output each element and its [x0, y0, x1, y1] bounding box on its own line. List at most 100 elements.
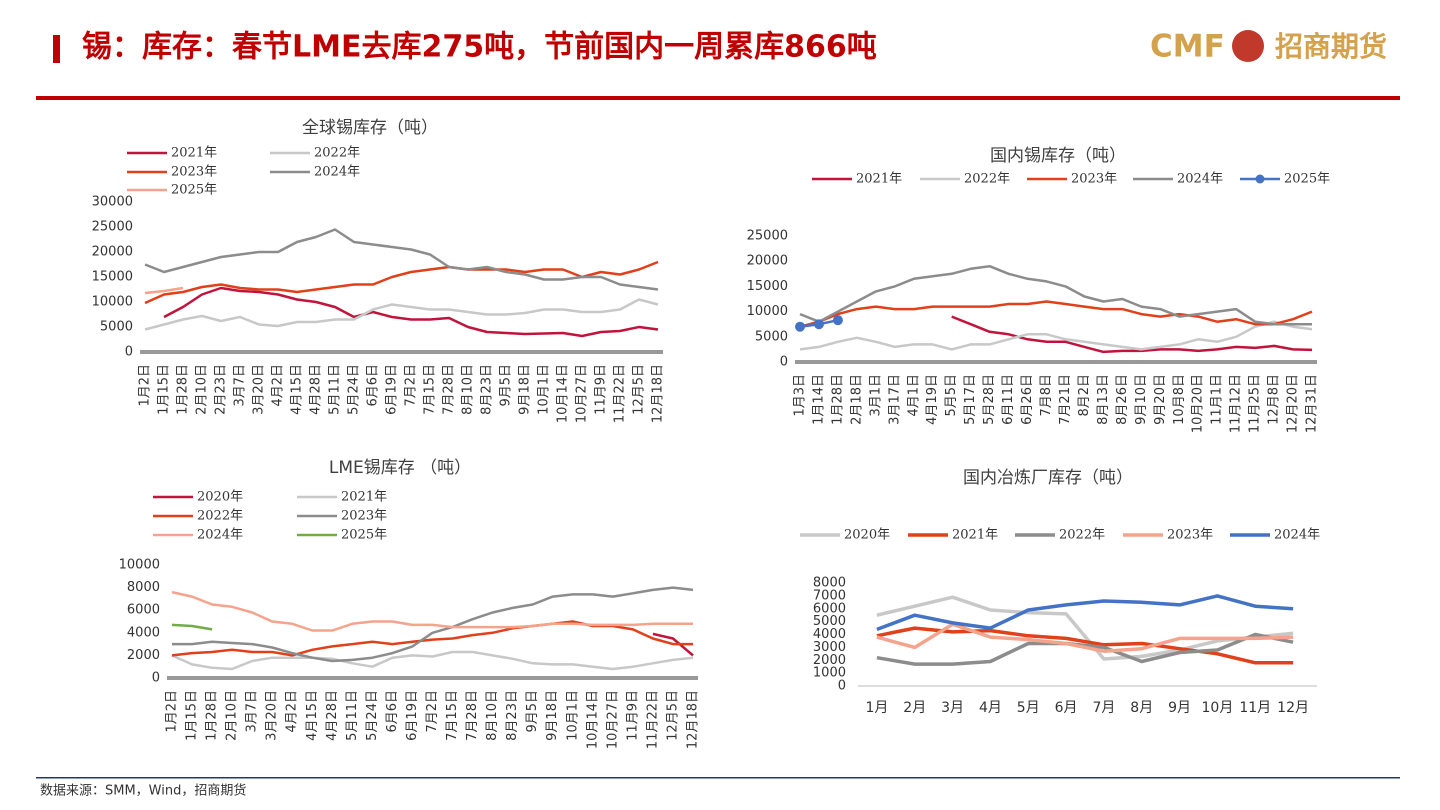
- chart-title: 全球锡库存（吨）: [302, 118, 438, 138]
- x-tick-label: 11月25日: [1248, 374, 1263, 433]
- y-tick-label: 15000: [92, 270, 133, 285]
- legend-label: 2021年: [952, 528, 998, 543]
- x-tick-label: 8月: [1130, 700, 1153, 716]
- x-tick-label: 7月2日: [425, 690, 440, 733]
- x-tick-label: 7月28日: [442, 364, 457, 415]
- x-tick-label: 12月5日: [665, 690, 680, 741]
- x-tick-label: 12月18日: [686, 690, 701, 749]
- y-tick-label: 3000: [813, 640, 846, 655]
- series-line: [163, 286, 659, 338]
- y-tick-label: 6000: [813, 601, 846, 616]
- series-line: [171, 590, 693, 632]
- x-tick-label: 1月3日: [793, 374, 808, 417]
- y-tick-label: 25000: [92, 220, 133, 235]
- series-line: [876, 595, 1294, 661]
- x-tick-label: 3月7日: [233, 364, 248, 407]
- x-tick-label: 4月: [979, 700, 1002, 716]
- x-tick-label: 5月17日: [963, 374, 978, 425]
- series-line: [144, 260, 659, 305]
- legend-label: 2023年: [1167, 528, 1213, 543]
- chart-title: 国内锡库存（吨）: [990, 146, 1126, 166]
- x-tick-label: 4月15日: [290, 364, 305, 415]
- logo-icon: [1232, 30, 1264, 62]
- x-tick-label: 7月28日: [465, 690, 480, 741]
- y-tick-label: 8000: [127, 580, 160, 595]
- x-tick-label: 5月5日: [944, 374, 959, 417]
- legend-label: 2023年: [171, 165, 217, 180]
- x-tick-label: 6月19日: [385, 364, 400, 415]
- legend-label: 2021年: [341, 490, 387, 505]
- legend-label: 2023年: [1071, 172, 1117, 187]
- x-tick-label: 5月24日: [365, 690, 380, 741]
- x-tick-label: 8月10日: [461, 364, 476, 415]
- x-tick-label: 3月7日: [245, 690, 260, 733]
- x-tick-label: 11月9日: [594, 364, 609, 415]
- x-tick-label: 7月21日: [1058, 374, 1073, 425]
- y-tick-label: 15000: [747, 279, 788, 294]
- source-note: 数据来源：SMM，Wind，招商期货: [40, 783, 246, 799]
- x-tick-label: 1月28日: [176, 364, 191, 415]
- x-tick-label: 11月9日: [625, 690, 640, 741]
- x-tick-label: 4月28日: [309, 364, 324, 415]
- x-tick-label: 8月2日: [1077, 374, 1092, 417]
- series-line: [876, 632, 1294, 666]
- chart-title: LME锡库存 （吨）: [329, 458, 471, 478]
- legend-label: 2022年: [964, 172, 1010, 187]
- series-line: [144, 228, 659, 291]
- x-tick-label: 7月: [1092, 700, 1115, 716]
- series-line: [799, 264, 1312, 326]
- legend-marker: [1255, 174, 1265, 184]
- y-tick-label: 4000: [127, 625, 160, 640]
- x-tick-label: 7月8日: [1039, 374, 1054, 417]
- point: [795, 321, 805, 332]
- x-tick-label: 10月14日: [585, 690, 600, 749]
- y-tick-label: 30000: [92, 195, 133, 210]
- x-tick-label: 1月15日: [157, 364, 172, 415]
- x-tick-label: 5月: [1017, 700, 1040, 716]
- logo-en: CMF: [1150, 29, 1225, 65]
- x-tick-label: 10月8日: [1172, 374, 1187, 425]
- logo-cn: 招商期货: [1275, 30, 1387, 63]
- x-tick-label: 8月26日: [1115, 374, 1130, 425]
- series-line: [144, 298, 659, 331]
- x-tick-label: 9月5日: [499, 364, 514, 407]
- x-tick-label: 2月10日: [195, 364, 210, 415]
- x-tick-label: 12月5日: [632, 364, 647, 415]
- y-tick-label: 6000: [127, 603, 160, 618]
- x-tick-label: 4月19日: [925, 374, 940, 425]
- x-tick-label: 6月6日: [385, 690, 400, 733]
- series-line: [171, 623, 213, 631]
- x-tick-label: 10月1日: [537, 364, 552, 415]
- x-tick-label: 7月15日: [445, 690, 460, 741]
- y-tick-label: 25000: [747, 229, 788, 244]
- x-tick-label: 5月11日: [328, 364, 343, 415]
- header-rule: [36, 96, 1400, 100]
- y-tick-label: 1000: [813, 666, 846, 681]
- x-tick-label: 5月11日: [345, 690, 360, 741]
- chart-title: 国内冶炼厂库存（吨）: [963, 468, 1133, 488]
- x-tick-label: 4月28日: [325, 690, 340, 741]
- x-tick-label: 5月28日: [982, 374, 997, 425]
- x-tick-label: 10月1日: [565, 690, 580, 741]
- series-line: [876, 622, 1294, 653]
- series-line: [172, 586, 694, 663]
- x-tick-label: 6月: [1055, 700, 1078, 716]
- footer-rule: [36, 777, 1400, 779]
- x-tick-label: 1月: [865, 700, 888, 716]
- x-tick-label: 8月10日: [485, 690, 500, 741]
- x-tick-label: 3月: [941, 700, 964, 716]
- series-line: [876, 594, 1294, 632]
- x-tick-label: 11月22日: [613, 364, 628, 423]
- legend-label: 2022年: [314, 146, 360, 161]
- series-line: [171, 650, 694, 671]
- x-tick-label: 2月23日: [214, 364, 229, 415]
- series-line: [652, 632, 694, 657]
- legend-label: 2022年: [1059, 528, 1105, 543]
- x-tick-label: 1月28日: [830, 374, 845, 425]
- x-tick-label: 8月23日: [505, 690, 520, 741]
- legend-label: 2025年: [1284, 172, 1330, 187]
- title-bar: [53, 35, 60, 63]
- x-tick-label: 4月2日: [271, 364, 286, 407]
- x-tick-label: 3月20日: [265, 690, 280, 741]
- y-tick-label: 0: [152, 671, 160, 686]
